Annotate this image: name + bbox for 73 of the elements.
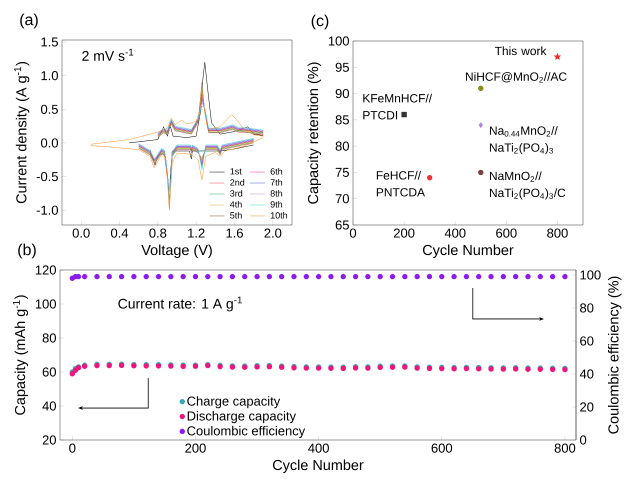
y-tick-label: 85 [336, 115, 349, 124]
x-tick-label: 0.4 [111, 228, 128, 238]
y-tick-label: 1.5 [41, 38, 58, 47]
x-tick-label: 400 [308, 444, 329, 453]
x-tick-label: 200 [394, 228, 414, 238]
x-tick-label: 0 [350, 228, 356, 238]
x-tick-label: 800 [554, 444, 576, 453]
y2-tick-label: 0 [580, 435, 586, 445]
legend-label: Discharge capacity [188, 411, 296, 424]
x-axis-title: Voltage (V) [141, 244, 212, 258]
x-tick-label: 200 [185, 444, 206, 453]
legend-label: 4th [230, 200, 242, 208]
x-tick-label: 800 [547, 228, 568, 238]
x-axis-title: Cycle Number [422, 244, 514, 258]
y-tick-label: 100 [328, 36, 349, 46]
x-tick-label: 600 [432, 444, 452, 453]
y-tick-label: 75 [336, 168, 349, 177]
y-tick-label: -1.0 [36, 206, 58, 215]
y-tick-label: 1.0 [41, 71, 58, 80]
series-label: KFeMnHCF// PTCDI [363, 94, 432, 120]
y-tick-label: 0.0 [40, 138, 58, 148]
series-label: NiHCF@MnO$_{2}$//AC [466, 72, 567, 83]
legend-label: 1st [230, 168, 242, 174]
y-tick-label: 20 [42, 435, 56, 445]
y-tick-label: 90 [336, 88, 349, 98]
y-tick-label: 60 [42, 367, 56, 377]
text: NaMnO$_{2}$// NaTi$_{2}$(PO$_{4}$)$_{3}$/C [490, 171, 566, 200]
y-tick-label: 80 [42, 333, 56, 343]
x-tick-label: 1.6 [226, 228, 243, 238]
legend-label: 2nd [230, 179, 244, 186]
y-axis-title: Capacity retention (%) [308, 62, 322, 204]
y2-tick-label: 20 [580, 402, 594, 412]
y-tick-label: 120 [36, 265, 56, 275]
y-tick-label: 0.5 [40, 104, 58, 114]
legend-label: 6th [270, 168, 282, 175]
y-tick-label: 95 [336, 62, 349, 72]
x-tick-label: 0 [69, 444, 76, 453]
x-tick-label: 1.2 [188, 228, 205, 238]
annotation: Current rate: 1 A g$^{-1}$ [118, 296, 242, 312]
y2-tick-label: 100 [580, 270, 601, 280]
x-tick-label: 2.0 [264, 228, 282, 238]
legend-label: 5th [230, 212, 242, 219]
annotation: 2 mV s$^{-1}$ [82, 48, 134, 61]
legend-label: 10th [270, 212, 288, 219]
x-tick-label: 600 [496, 228, 517, 238]
chart-title: (b) [18, 244, 36, 258]
y-tick-label: 65 [336, 220, 349, 230]
chart-title: (a) [20, 14, 38, 28]
legend-label: 8th [270, 190, 282, 197]
x-tick-label: 0.8 [149, 228, 166, 238]
y-tick-label: 70 [336, 194, 349, 204]
legend-label: Coulombic efficiency [187, 426, 306, 438]
legend-label: 7th [270, 179, 282, 186]
x-tick-label: 0.0 [72, 228, 90, 238]
y2-axis-title: Coulombic efficiency (%) [608, 276, 622, 434]
series-label: This work [494, 46, 546, 56]
y-tick-label: -0.5 [36, 172, 58, 182]
legend-label: Charge capacity [187, 396, 280, 408]
x-axis-title: Cycle Number [272, 460, 364, 473]
y-tick-label: 80 [336, 142, 349, 151]
series-label: FeHCF// PNTCDA [376, 170, 425, 197]
y2-tick-label: 60 [580, 336, 594, 346]
y-tick-label: 40 [42, 401, 56, 411]
chart-title: (c) [312, 14, 328, 30]
y-axis-title: Capacity (mAh g$^{-1}$) [12, 295, 28, 415]
text: Na$_{0.44}$MnO$_{2}$// NaTi$_{2}$(PO$_{4}$)$_{3}$ [490, 126, 558, 154]
y2-tick-label: 40 [580, 369, 594, 379]
legend-label: 3rd [230, 190, 242, 197]
y2-tick-label: 80 [580, 303, 594, 313]
y-tick-label: 100 [36, 299, 56, 309]
x-tick-label: 400 [444, 228, 466, 238]
y-axis-title: Current density (A g$^{-1}$) [14, 62, 30, 204]
legend-label: 9th [270, 200, 282, 208]
